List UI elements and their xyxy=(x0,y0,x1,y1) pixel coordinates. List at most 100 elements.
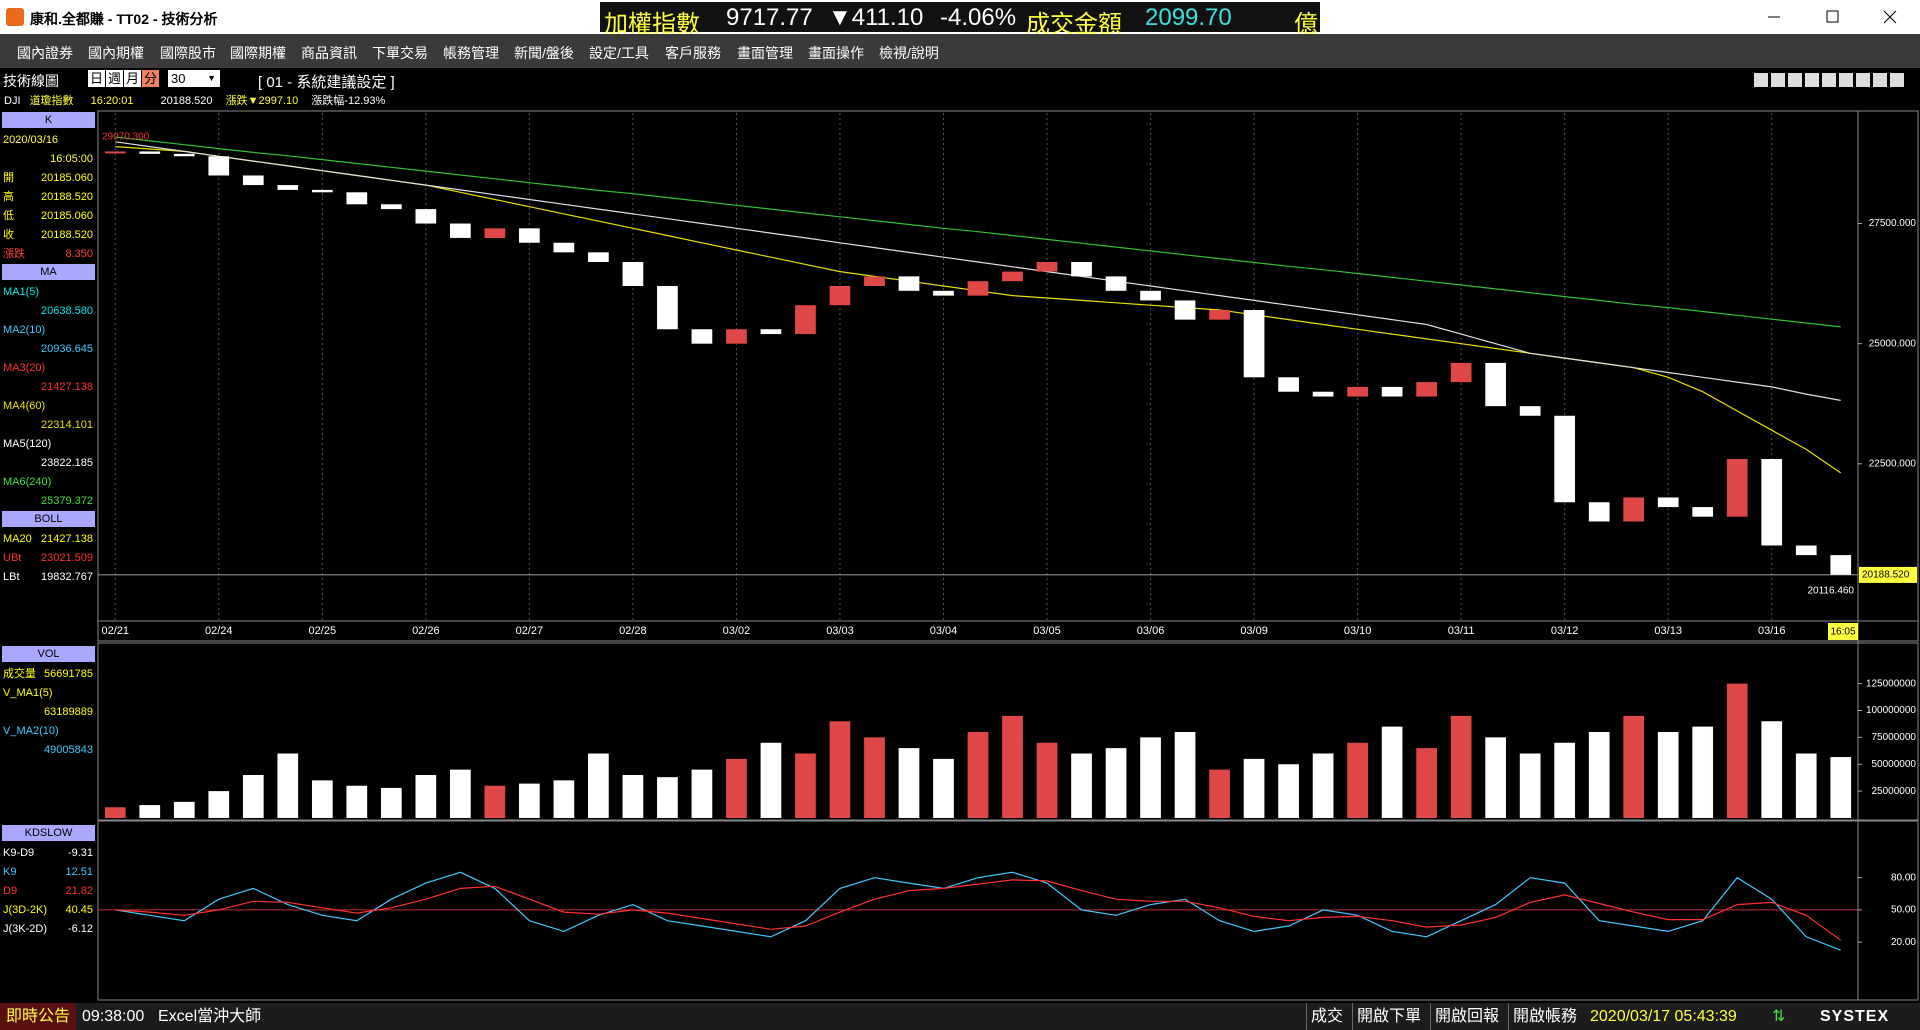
y-tick-label: 50.00 xyxy=(1891,905,1916,916)
period-button[interactable]: 月 xyxy=(124,70,141,87)
candle xyxy=(1140,290,1161,301)
info-value: 40.45 xyxy=(65,904,93,916)
turnover-unit: 億 xyxy=(1294,11,1318,38)
volume-bar xyxy=(1554,742,1576,818)
volume-bar xyxy=(553,780,575,818)
info-label: MA5(120) xyxy=(3,438,52,450)
y-tick-label: 80.00 xyxy=(1891,872,1916,883)
x-tick-label: 03/03 xyxy=(826,625,854,637)
period-button[interactable]: 週 xyxy=(106,70,123,87)
menu-item[interactable]: 商品資訊 xyxy=(301,45,357,61)
info-row: D9 21.82 xyxy=(3,882,95,900)
candle xyxy=(1692,507,1714,517)
x-tick-label: 03/09 xyxy=(1240,625,1268,637)
tool-icon[interactable] xyxy=(1754,73,1768,87)
volume-bar xyxy=(1485,737,1506,818)
notice-label[interactable]: 即時公告 xyxy=(0,1003,77,1030)
menu-item[interactable]: 下單交易 xyxy=(372,45,428,61)
quote-change: 漲跌▼2997.10 xyxy=(225,95,299,107)
tool-icon[interactable] xyxy=(1788,73,1802,87)
menu-item[interactable]: 國際股市 xyxy=(160,45,216,61)
volume-bar xyxy=(1726,683,1748,818)
candle xyxy=(450,223,471,238)
status-bar: 即時公告 09:38:00 Excel當沖大師 成交 開啟下單 開啟回報 開啟帳務 2… xyxy=(0,1003,1920,1030)
menu-item[interactable]: 國內證券 xyxy=(17,45,73,61)
volume-bar xyxy=(795,753,816,818)
menu-item[interactable]: 檢視/說明 xyxy=(879,45,939,61)
menu-item[interactable]: 設定/工具 xyxy=(589,45,649,61)
tool-icon[interactable] xyxy=(1839,73,1853,87)
restore-button[interactable] xyxy=(1826,10,1839,23)
tool-icon[interactable] xyxy=(1890,73,1904,87)
info-row: J(3K-2D) -6.12 xyxy=(3,920,95,938)
setting-label: [ 01 - 系統建議設定 ] xyxy=(258,74,395,91)
volume-bar xyxy=(242,775,264,818)
notice-time: 09:38:00 xyxy=(82,1008,145,1025)
info-row: MA1(5) xyxy=(3,283,95,301)
y-tick-label: 50000000 xyxy=(1872,759,1917,770)
status-button[interactable]: 開啟帳務 xyxy=(1508,1003,1581,1030)
candle xyxy=(1416,382,1437,397)
line-series xyxy=(115,879,1842,941)
close-button[interactable] xyxy=(1883,10,1897,24)
candle xyxy=(553,242,575,253)
volume-bar xyxy=(760,742,782,818)
x-tick-label: 03/06 xyxy=(1137,625,1165,637)
menu-item[interactable]: 畫面管理 xyxy=(737,45,793,61)
candle xyxy=(1243,310,1265,378)
candle xyxy=(277,185,299,190)
info-value: 63189889 xyxy=(44,706,93,718)
volume-bar xyxy=(519,783,540,818)
volume-bar xyxy=(484,785,506,818)
volume-bar xyxy=(1243,758,1265,818)
status-button[interactable]: 開啟下單 xyxy=(1352,1003,1425,1030)
last-price-label: 20188.520 xyxy=(1862,570,1910,581)
info-value: 21427.138 xyxy=(41,533,93,545)
app-icon xyxy=(6,8,24,26)
tool-icon[interactable] xyxy=(1873,73,1887,87)
info-value: 20936.645 xyxy=(41,343,93,355)
info-time: 16:05:00 xyxy=(50,153,93,165)
title-bar: 康和.全都賺 - TT02 - 技術分析 加權指數 9717.77 ▼411.1… xyxy=(0,0,1920,38)
tool-icon[interactable] xyxy=(1822,73,1836,87)
low-label: 20116.460 xyxy=(1807,586,1854,597)
candle xyxy=(933,290,954,296)
period-button[interactable]: 日 xyxy=(88,70,105,87)
interval-select[interactable]: 30 ▼ xyxy=(168,70,220,87)
menu-item[interactable]: 新聞/盤後 xyxy=(514,45,574,61)
quote-code: DJI xyxy=(4,95,21,107)
tool-icon[interactable] xyxy=(1805,73,1819,87)
menu-item[interactable]: 國內期權 xyxy=(88,45,144,61)
menu-bar: 國內證券 國內期權 國際股市 國際期權 商品資訊 下單交易 帳務管理 新聞/盤後 設定/工具 客戶… xyxy=(0,34,1920,68)
menu-item[interactable]: 客戶服務 xyxy=(665,45,721,61)
status-brand: SYSTEX xyxy=(1820,1008,1890,1025)
x-tick-label: 02/28 xyxy=(619,625,647,637)
volume-bar xyxy=(1209,769,1230,818)
volume-bar xyxy=(1174,732,1196,818)
info-row: 63189889 xyxy=(3,703,95,721)
candle xyxy=(208,156,230,176)
menu-item[interactable]: 畫面操作 xyxy=(808,45,864,61)
info-label: D9 xyxy=(3,885,18,897)
volume-bar xyxy=(346,785,368,818)
candle xyxy=(1209,310,1230,320)
candle xyxy=(829,286,851,306)
period-button[interactable]: 分 xyxy=(142,70,159,87)
tool-icon[interactable] xyxy=(1771,73,1785,87)
tool-icon[interactable] xyxy=(1856,73,1870,87)
volume-bar xyxy=(1036,742,1058,818)
info-row: MA20 21427.138 xyxy=(3,530,95,548)
status-button[interactable]: 成交 xyxy=(1306,1003,1347,1030)
chart-tool-icons xyxy=(1754,73,1904,87)
menu-item[interactable]: 國際期權 xyxy=(230,45,286,61)
info-label: MA20 xyxy=(3,533,32,545)
menu-item[interactable]: 帳務管理 xyxy=(443,45,499,61)
candle xyxy=(1657,497,1679,508)
x-tick-label: 02/24 xyxy=(205,625,233,637)
candle xyxy=(1347,386,1368,397)
x-tick-label: 03/05 xyxy=(1033,625,1061,637)
status-button[interactable]: 開啟回報 xyxy=(1430,1003,1503,1030)
info-value: 56691785 xyxy=(44,668,93,680)
time-box xyxy=(1828,623,1858,640)
quote-name: 道瓊指數 xyxy=(29,95,74,107)
